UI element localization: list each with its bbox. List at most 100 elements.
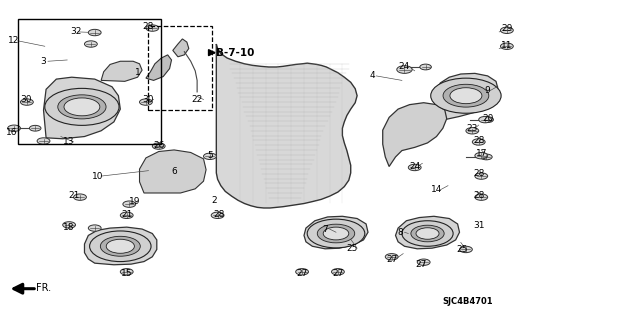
Text: 14: 14 [431, 185, 442, 194]
Circle shape [317, 224, 355, 243]
Circle shape [120, 212, 133, 219]
Circle shape [58, 95, 106, 119]
Text: 15: 15 [121, 269, 132, 278]
Circle shape [146, 25, 159, 31]
Circle shape [475, 152, 488, 159]
Circle shape [8, 125, 20, 131]
Circle shape [211, 212, 224, 219]
Bar [148, 26, 212, 110]
Text: 19: 19 [129, 197, 140, 206]
Text: 24: 24 [399, 62, 410, 71]
Bar [18, 19, 161, 144]
Text: 16: 16 [6, 128, 17, 137]
Circle shape [106, 239, 134, 253]
Polygon shape [146, 55, 172, 80]
Circle shape [500, 27, 513, 33]
Circle shape [140, 99, 152, 105]
Circle shape [332, 269, 344, 275]
Text: 27: 27 [415, 260, 427, 269]
Polygon shape [84, 227, 157, 265]
Circle shape [37, 138, 50, 144]
Text: 30: 30 [143, 95, 154, 104]
Circle shape [431, 78, 501, 113]
Circle shape [450, 88, 482, 104]
Text: 20: 20 [482, 114, 493, 123]
Circle shape [472, 139, 485, 145]
Circle shape [120, 269, 133, 275]
Circle shape [411, 225, 444, 242]
Text: 32: 32 [70, 27, 81, 36]
Text: 28: 28 [473, 169, 484, 178]
Text: 21: 21 [68, 191, 79, 200]
Text: 25: 25 [346, 244, 358, 253]
Text: 26: 26 [153, 141, 164, 150]
Circle shape [90, 231, 151, 262]
Text: 21: 21 [121, 210, 132, 219]
Circle shape [443, 84, 489, 107]
Circle shape [63, 222, 76, 228]
Text: 18: 18 [63, 223, 75, 232]
Polygon shape [216, 44, 357, 208]
Circle shape [307, 219, 365, 248]
Circle shape [479, 116, 492, 123]
Text: 3: 3 [41, 57, 46, 66]
Text: 28: 28 [213, 210, 225, 219]
Text: 7: 7 [323, 225, 328, 234]
Text: 2: 2 [212, 196, 217, 205]
Text: 17: 17 [476, 149, 487, 158]
Circle shape [420, 64, 431, 70]
Circle shape [74, 194, 86, 200]
Circle shape [123, 201, 136, 207]
Circle shape [408, 164, 421, 171]
Text: 27: 27 [332, 269, 344, 278]
Text: 12: 12 [8, 36, 20, 45]
Circle shape [152, 143, 165, 149]
Text: B-7-10: B-7-10 [216, 48, 255, 58]
Polygon shape [44, 77, 120, 139]
Text: 10: 10 [92, 172, 103, 181]
Circle shape [88, 225, 101, 231]
Text: 28: 28 [473, 137, 484, 145]
Text: 13: 13 [63, 137, 75, 146]
Circle shape [402, 221, 453, 246]
Circle shape [416, 228, 439, 239]
Text: 1: 1 [135, 68, 140, 77]
Text: 24: 24 [409, 162, 420, 171]
Circle shape [475, 194, 488, 200]
Circle shape [482, 117, 493, 122]
Text: 25: 25 [456, 245, 468, 254]
Circle shape [323, 227, 349, 240]
Circle shape [45, 88, 119, 125]
Polygon shape [173, 39, 189, 57]
Text: 28: 28 [143, 22, 154, 31]
Circle shape [466, 128, 479, 134]
Circle shape [500, 43, 513, 49]
Text: SJC4B4701: SJC4B4701 [442, 297, 493, 306]
Circle shape [385, 254, 398, 260]
Text: 8: 8 [397, 228, 403, 237]
Text: 29: 29 [501, 24, 513, 33]
Text: 23: 23 [467, 124, 478, 133]
Text: 11: 11 [501, 41, 513, 50]
Text: 4: 4 [370, 71, 375, 80]
Circle shape [296, 269, 308, 275]
Text: 9: 9 [485, 86, 490, 95]
Circle shape [64, 98, 100, 116]
Polygon shape [436, 73, 498, 120]
Circle shape [29, 125, 41, 131]
Text: 22: 22 [191, 95, 203, 104]
Text: 5: 5 [207, 151, 212, 160]
Text: 27: 27 [296, 269, 308, 278]
Circle shape [481, 154, 492, 160]
Polygon shape [140, 150, 206, 193]
Polygon shape [383, 103, 447, 167]
Text: 28: 28 [473, 191, 484, 200]
Polygon shape [101, 61, 142, 81]
Text: 27: 27 [386, 255, 397, 263]
Circle shape [84, 41, 97, 47]
Text: FR.: FR. [36, 283, 51, 293]
Circle shape [100, 236, 140, 256]
Circle shape [475, 173, 488, 179]
Circle shape [397, 66, 412, 73]
Circle shape [88, 29, 101, 36]
